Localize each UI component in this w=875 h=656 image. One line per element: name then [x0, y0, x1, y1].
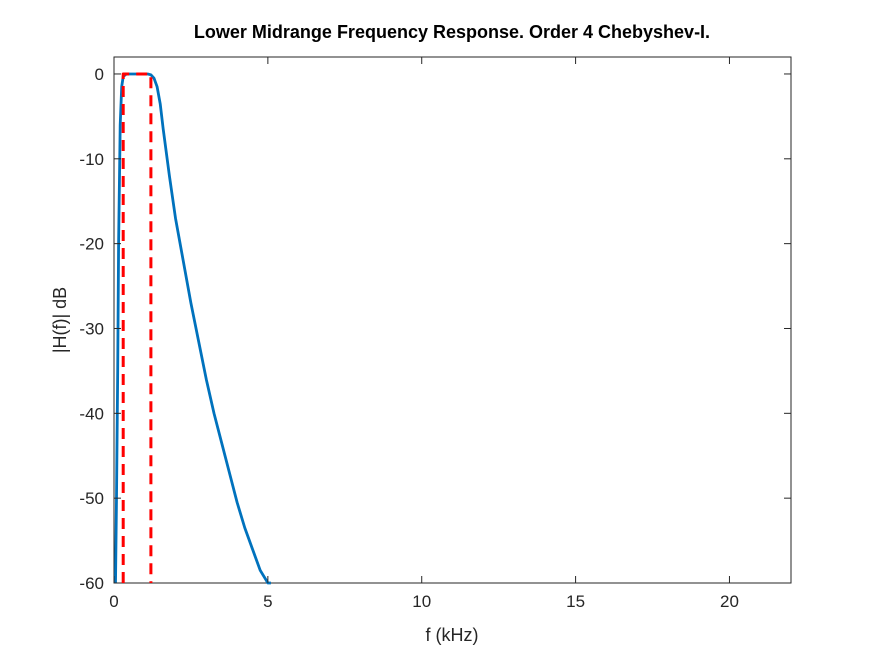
y-tick-label: -50	[79, 489, 104, 508]
x-tick-label: 15	[566, 592, 585, 611]
y-tick-label: 0	[95, 65, 104, 84]
y-tick-label: -30	[79, 319, 104, 338]
x-tick-label: 10	[412, 592, 431, 611]
y-tick-label: -10	[79, 150, 104, 169]
y-tick-label: -40	[79, 404, 104, 423]
y-tick-label: -20	[79, 235, 104, 254]
x-axis-ticks: 0 5 10 15 20	[109, 57, 739, 611]
chart-title: Lower Midrange Frequency Response. Order…	[194, 22, 710, 42]
y-axis-label: |H(f)| dB	[50, 287, 70, 353]
x-axis-label: f (kHz)	[426, 625, 479, 645]
series-line-1	[114, 72, 271, 585]
plot-area	[113, 56, 792, 584]
series-layer	[114, 72, 271, 585]
x-tick-label: 20	[720, 592, 739, 611]
x-tick-label: 0	[109, 592, 118, 611]
x-tick-label: 5	[263, 592, 272, 611]
series-line-2	[121, 72, 153, 583]
y-axis-ticks: 0 -10 -20 -30 -40 -50 -60	[79, 65, 791, 593]
y-tick-label: -60	[79, 574, 104, 593]
